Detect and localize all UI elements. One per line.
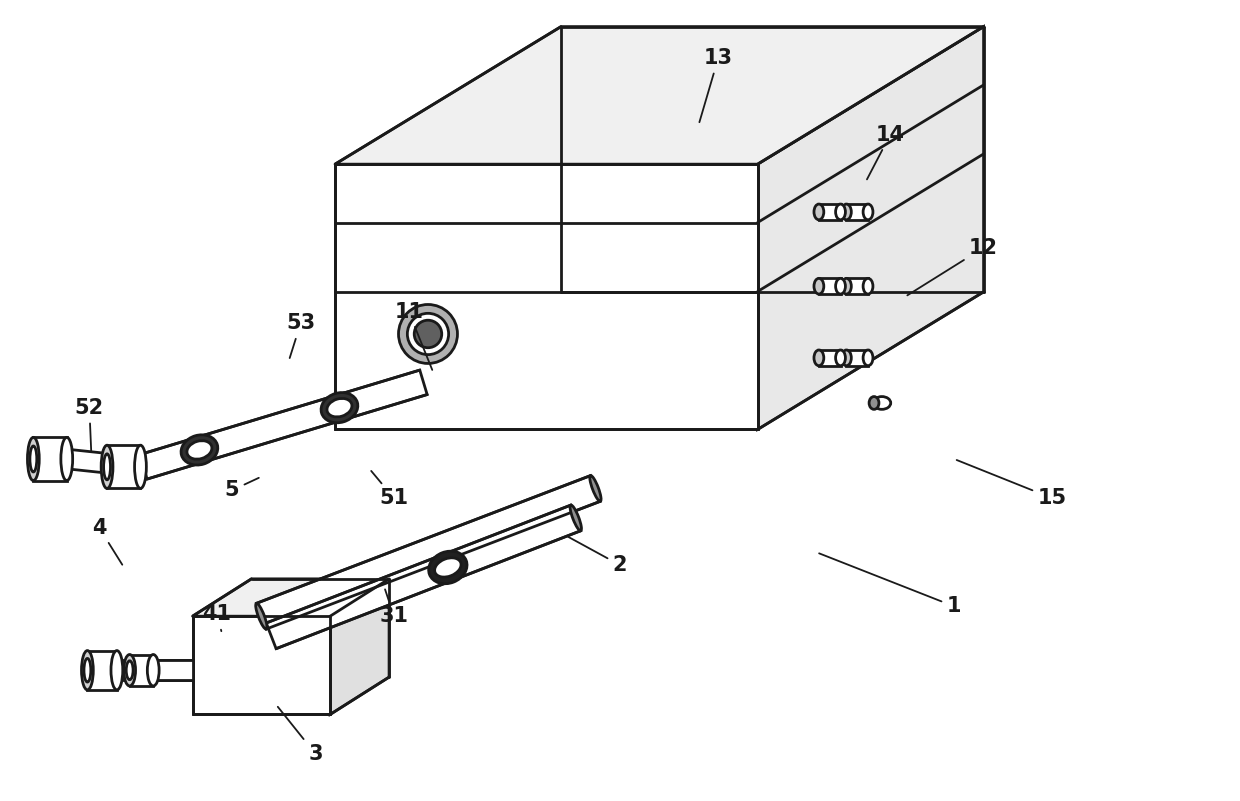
Ellipse shape	[27, 437, 40, 481]
Ellipse shape	[135, 445, 146, 489]
Text: 15: 15	[957, 460, 1066, 509]
Ellipse shape	[102, 445, 113, 489]
Ellipse shape	[842, 350, 852, 366]
Ellipse shape	[836, 350, 846, 366]
Ellipse shape	[398, 304, 458, 364]
Polygon shape	[847, 350, 868, 366]
Polygon shape	[758, 26, 983, 429]
Polygon shape	[847, 279, 868, 294]
Text: 5: 5	[224, 478, 259, 501]
Ellipse shape	[869, 396, 879, 409]
Ellipse shape	[590, 476, 601, 501]
Polygon shape	[130, 654, 154, 686]
Polygon shape	[818, 279, 841, 294]
Polygon shape	[267, 505, 580, 649]
Ellipse shape	[863, 204, 873, 219]
Text: 52: 52	[74, 398, 104, 451]
Ellipse shape	[327, 398, 352, 417]
Text: 1: 1	[820, 553, 961, 616]
Ellipse shape	[124, 654, 135, 686]
Polygon shape	[33, 437, 67, 481]
Polygon shape	[335, 26, 983, 164]
Ellipse shape	[148, 654, 159, 686]
Ellipse shape	[813, 279, 823, 294]
Polygon shape	[335, 164, 758, 429]
Text: 13: 13	[699, 48, 733, 123]
Ellipse shape	[873, 396, 890, 409]
Ellipse shape	[187, 441, 212, 459]
Polygon shape	[818, 350, 841, 366]
Polygon shape	[330, 579, 389, 714]
Text: 14: 14	[867, 125, 905, 179]
Ellipse shape	[813, 350, 823, 366]
Ellipse shape	[82, 650, 93, 690]
Text: 2: 2	[568, 537, 627, 575]
Ellipse shape	[321, 392, 358, 423]
Polygon shape	[107, 445, 140, 489]
Ellipse shape	[863, 279, 873, 294]
Polygon shape	[124, 660, 192, 680]
Ellipse shape	[570, 505, 582, 531]
Text: 51: 51	[371, 471, 408, 509]
Ellipse shape	[104, 454, 110, 480]
Text: 31: 31	[379, 590, 408, 626]
Ellipse shape	[126, 661, 133, 680]
Ellipse shape	[836, 279, 846, 294]
Ellipse shape	[434, 557, 461, 577]
Ellipse shape	[112, 650, 123, 690]
Ellipse shape	[429, 551, 467, 584]
Text: 53: 53	[286, 313, 315, 358]
Ellipse shape	[84, 658, 91, 682]
Text: 3: 3	[278, 706, 322, 764]
Ellipse shape	[408, 313, 449, 355]
Ellipse shape	[181, 435, 218, 465]
Polygon shape	[192, 579, 389, 616]
Ellipse shape	[30, 446, 37, 472]
Ellipse shape	[414, 320, 441, 348]
Ellipse shape	[813, 204, 823, 219]
Ellipse shape	[61, 437, 73, 481]
Ellipse shape	[842, 279, 852, 294]
Ellipse shape	[255, 603, 267, 629]
Ellipse shape	[863, 350, 873, 366]
Polygon shape	[87, 650, 117, 690]
Polygon shape	[257, 476, 600, 629]
Polygon shape	[192, 616, 330, 714]
Polygon shape	[140, 370, 427, 479]
Text: 11: 11	[394, 301, 433, 370]
Polygon shape	[847, 204, 868, 219]
Ellipse shape	[842, 204, 852, 219]
Text: 4: 4	[92, 517, 123, 565]
Text: 41: 41	[202, 604, 232, 631]
Polygon shape	[818, 204, 841, 219]
Ellipse shape	[836, 204, 846, 219]
Text: 12: 12	[908, 238, 998, 296]
